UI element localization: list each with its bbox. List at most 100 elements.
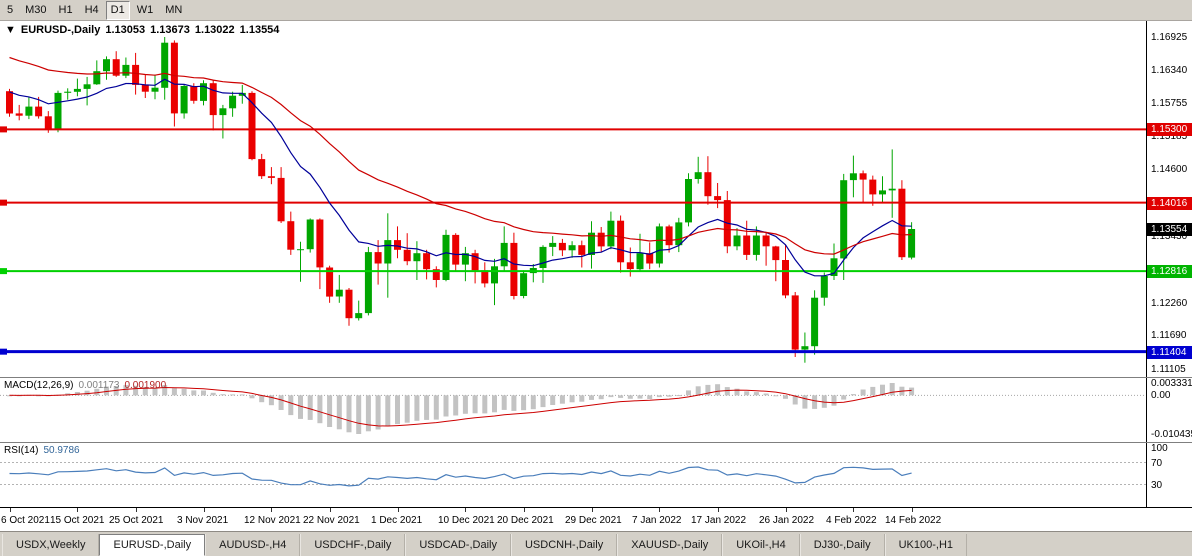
- ohlc-high: 1.13673: [150, 24, 190, 36]
- rsi-label: RSI(14) 50.9786: [4, 445, 85, 456]
- date-axis-label: 7 Jan 2022: [632, 515, 682, 526]
- candles[interactable]: [6, 37, 916, 363]
- price-axis-badge: 1.12816: [1147, 265, 1192, 279]
- macd-axis[interactable]: 0.003331 0.00 -0.010435: [1146, 378, 1192, 442]
- price-axis-label: 1.16925: [1151, 31, 1188, 43]
- main-chart-plot[interactable]: [0, 21, 1146, 377]
- chart-tab-ukoil-h4[interactable]: UKOil-,H4: [722, 534, 800, 556]
- hline-left-marker: [0, 199, 7, 206]
- chart-title: ▼ EURUSD-,Daily 1.13053 1.13673 1.13022 1.135…: [5, 24, 284, 36]
- macd-name: MACD(12,26,9): [4, 380, 74, 391]
- timeframe-button-m30[interactable]: M30: [25, 3, 47, 16]
- macd-signal-line: [9, 386, 912, 427]
- price-axis-label: 1.15755: [1151, 98, 1188, 110]
- macd-signal-value: 0.001900: [124, 380, 167, 391]
- chart-tab-usdcnh-daily[interactable]: USDCNH-,Daily: [510, 534, 618, 556]
- chart-tab-usdchf-daily[interactable]: USDCHF-,Daily: [300, 534, 406, 556]
- rsi-axis-label: 30: [1151, 479, 1163, 491]
- chart-tab-dj30-daily[interactable]: DJ30-,Daily: [799, 534, 885, 556]
- macd-histogram: [7, 383, 915, 434]
- rsi-axis[interactable]: 100 70 30: [1146, 443, 1192, 507]
- price-axis-label: 1.11105: [1151, 363, 1186, 375]
- date-axis-label: 3 Nov 2021: [177, 515, 229, 526]
- macd-axis-label: 0.003331: [1151, 378, 1192, 389]
- date-tick: [77, 508, 78, 512]
- chart-tab-usdx-weekly[interactable]: USDX,Weekly: [2, 534, 100, 556]
- timeframe-button-h4[interactable]: H4: [84, 3, 99, 16]
- price-axis-label: 1.14600: [1151, 164, 1188, 176]
- chart-tab-xauusd-daily[interactable]: XAUUSD-,Daily: [617, 534, 723, 556]
- rsi-axis-label: 70: [1151, 457, 1163, 469]
- price-axis[interactable]: 1.16925 1.16340 1.15755 1.15185 1.14600 1.134…: [1146, 21, 1192, 377]
- date-tick: [204, 508, 205, 512]
- hline-left-marker: [0, 126, 7, 133]
- date-tick: [912, 508, 913, 512]
- price-axis-label: 1.13430: [1151, 231, 1188, 243]
- price-axis-label: 1.11690: [1151, 330, 1187, 342]
- chart-symbol-period: EURUSD-,Daily: [20, 24, 101, 36]
- hline-left-marker: [0, 348, 7, 355]
- rsi-name: RSI(14): [4, 445, 39, 456]
- moving-average-13-line: [9, 78, 912, 277]
- ohlc-open: 1.13053: [105, 24, 146, 36]
- price-axis-badge: 1.15300: [1147, 123, 1192, 137]
- moving-average-34-line: [9, 56, 912, 255]
- chart-tab-usdcad-daily[interactable]: USDCAD-,Daily: [405, 534, 511, 556]
- date-tick: [398, 508, 399, 512]
- date-axis-label: 10 Dec 2021: [438, 515, 495, 526]
- rsi-indicator-panel[interactable]: 100 70 30 RSI(14) 50.9786: [0, 443, 1192, 507]
- chart-tab-uk100-h1[interactable]: UK100-,H1: [884, 534, 968, 556]
- date-tick: [592, 508, 593, 512]
- price-axis-badge: 1.13554: [1147, 223, 1192, 236]
- ohlc-close: 1.13554: [239, 24, 280, 36]
- chart-collapse-icon[interactable]: ▼: [5, 24, 16, 36]
- timeframe-button-5[interactable]: 5: [7, 3, 14, 16]
- date-tick: [465, 508, 466, 512]
- rsi-line: [9, 466, 912, 487]
- price-axis-badge: 1.14016: [1147, 196, 1192, 210]
- macd-indicator-panel[interactable]: 0.003331 0.00 -0.010435 MACD(12,26,9) 0.001…: [0, 378, 1192, 443]
- hline-left-marker: [0, 268, 7, 275]
- macd-axis-label: -0.010435: [1151, 429, 1192, 440]
- price-axis-label: 1.15185: [1151, 130, 1188, 142]
- date-axis-label: 17 Jan 2022: [691, 515, 747, 526]
- ohlc-low: 1.13022: [194, 24, 235, 36]
- date-axis-label: 14 Feb 2022: [885, 515, 942, 526]
- date-tick: [853, 508, 854, 512]
- rsi-axis-label: 100: [1151, 443, 1168, 454]
- date-tick: [524, 508, 525, 512]
- date-tick: [718, 508, 719, 512]
- date-tick: [136, 508, 137, 512]
- main-chart-panel[interactable]: 1.16925 1.16340 1.15755 1.15185 1.14600 1.134…: [0, 21, 1192, 378]
- macd-label: MACD(12,26,9) 0.001173 0.001900: [4, 380, 171, 391]
- date-axis-label: 29 Dec 2021: [565, 515, 622, 526]
- price-axis-label: 1.16340: [1151, 65, 1188, 77]
- timeframe-button-mn[interactable]: MN: [165, 3, 183, 16]
- date-tick: [330, 508, 331, 512]
- date-axis-label: 20 Dec 2021: [497, 515, 554, 526]
- macd-axis-label: 0.00: [1151, 390, 1171, 402]
- rsi-plot[interactable]: [0, 443, 1146, 506]
- timeframe-button-d1[interactable]: D1: [105, 0, 130, 20]
- chart-tab-eurusd-daily[interactable]: EURUSD-,Daily: [99, 534, 206, 556]
- timeframe-toolbar: 5 M30 H1 H4 D1 W1 MN: [0, 0, 1192, 21]
- date-axis-label: 4 Feb 2022: [826, 515, 877, 526]
- date-axis-label: 6 Oct 2021: [1, 515, 50, 526]
- date-axis-label: 1 Dec 2021: [371, 515, 423, 526]
- date-axis-label: 26 Jan 2022: [759, 515, 815, 526]
- timeframe-button-w1[interactable]: W1: [136, 3, 154, 16]
- timeframe-button-h1[interactable]: H1: [58, 3, 73, 16]
- macd-main-value: 0.001173: [78, 380, 120, 391]
- date-axis-label: 15 Oct 2021: [50, 515, 105, 526]
- chart-window: 1.16925 1.16340 1.15755 1.15185 1.14600 1.134…: [0, 21, 1192, 531]
- date-axis-label: 25 Oct 2021: [109, 515, 164, 526]
- time-axis[interactable]: 6 Oct 2021 15 Oct 2021 25 Oct 2021 3 Nov 20…: [0, 507, 1192, 531]
- date-tick: [10, 508, 11, 512]
- chart-tab-audusd-h4[interactable]: AUDUSD-,H4: [205, 534, 301, 556]
- rsi-value: 50.9786: [43, 445, 80, 456]
- date-axis-label: 12 Nov 2021: [244, 515, 301, 526]
- price-axis-badge: 1.11404: [1147, 345, 1192, 359]
- macd-plot[interactable]: [0, 378, 1146, 442]
- date-tick: [786, 508, 787, 512]
